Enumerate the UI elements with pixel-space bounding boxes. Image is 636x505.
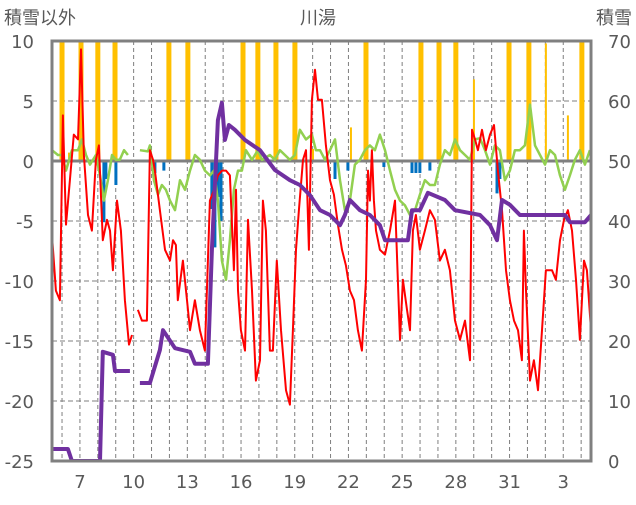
x-tick-label: 13: [176, 472, 199, 493]
precipitation-bar: [59, 41, 65, 161]
negative-bar: [333, 161, 337, 179]
x-tick-label: 31: [498, 472, 521, 493]
right-axis-label: 積雪: [596, 8, 632, 29]
y-left-tick-label: -25: [5, 452, 34, 473]
y-right-tick-label: 0: [608, 452, 619, 473]
negative-bar: [495, 161, 499, 194]
y-right-tick-label: 20: [608, 332, 631, 353]
y-right-tick-label: 70: [608, 32, 631, 53]
y-left-tick-label: -20: [5, 392, 34, 413]
negative-bar: [410, 161, 414, 173]
plot-marks: [52, 41, 591, 461]
negative-bar: [428, 161, 432, 171]
y-right-tick-label: 30: [608, 272, 631, 293]
precipitation-bar: [436, 41, 442, 161]
chart-title: 川湯: [300, 8, 336, 29]
precipitation-bar: [292, 41, 298, 161]
precipitation-bar: [472, 79, 475, 161]
y-right-tick-label: 60: [608, 92, 631, 113]
precipitation-bar: [526, 41, 532, 161]
negative-bar: [104, 161, 108, 179]
negative-bar: [114, 161, 118, 185]
precipitation-bar: [273, 41, 279, 161]
negative-bar: [418, 161, 422, 173]
x-tick-label: 16: [230, 472, 253, 493]
x-tick-label: 19: [283, 472, 306, 493]
plot-frame: [50, 39, 593, 463]
y-right-tick-label: 10: [608, 392, 631, 413]
precipitation-bar: [166, 41, 172, 161]
precipitation-bar: [78, 41, 84, 161]
y-left-tick-label: -10: [5, 272, 34, 293]
red-series-line: [52, 48, 591, 406]
x-tick-label: 10: [122, 472, 145, 493]
precipitation-bar: [185, 41, 191, 161]
y-left-tick-label: 10: [11, 32, 34, 53]
x-tick-label: 28: [444, 472, 467, 493]
y-left-tick-label: 5: [23, 92, 34, 113]
negative-bar: [102, 161, 106, 223]
negative-bar: [382, 161, 386, 167]
precipitation-bar: [544, 43, 547, 161]
y-left-tick-label: -15: [5, 332, 34, 353]
precipitation-bar: [311, 149, 314, 161]
precipitation-bar: [95, 41, 101, 161]
negative-bar: [498, 161, 502, 179]
precipitation-bar: [579, 41, 585, 161]
x-tick-label: 22: [337, 472, 360, 493]
precipitation-bar: [566, 115, 569, 161]
precipitation-bar: [363, 41, 369, 161]
precipitation-bar: [255, 41, 261, 161]
precipitation-bar: [240, 41, 246, 161]
left-axis-label: 積雪以外: [4, 8, 76, 29]
snow-depth-line: [52, 100, 591, 461]
y-left-tick-label: 0: [23, 152, 34, 173]
precipitation-bar: [418, 41, 424, 161]
precipitation-bar: [349, 127, 352, 161]
y-right-tick-label: 40: [608, 212, 631, 233]
y-right-tick-label: 50: [608, 152, 631, 173]
negative-bar: [219, 161, 223, 221]
negative-bar: [346, 161, 350, 171]
x-tick-label: 3: [558, 472, 569, 493]
x-tick-label: 7: [74, 472, 85, 493]
negative-bar: [162, 161, 166, 171]
precipitation-bar: [453, 41, 459, 161]
y-left-tick-label: -5: [16, 212, 34, 233]
precipitation-bar: [112, 41, 118, 161]
precipitation-bar: [506, 41, 512, 161]
negative-bar: [414, 161, 418, 173]
negative-bar: [210, 161, 214, 209]
x-tick-label: 25: [391, 472, 414, 493]
